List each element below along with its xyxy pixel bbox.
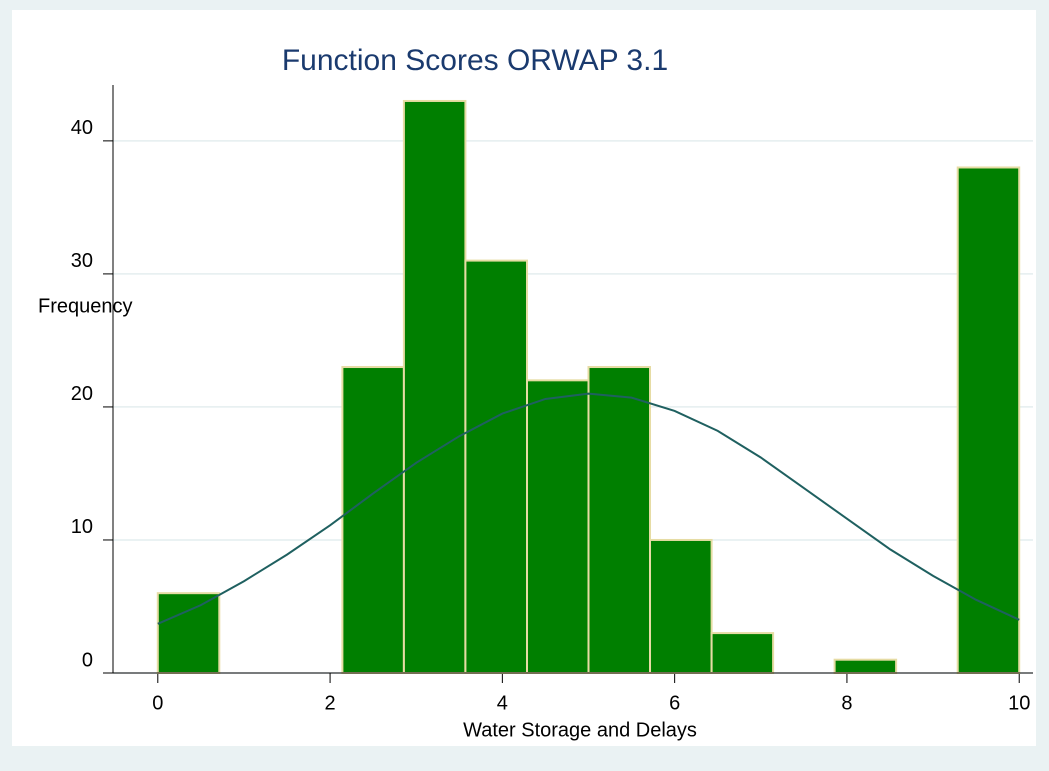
bar <box>464 259 528 674</box>
bar <box>710 632 775 675</box>
bar <box>402 99 467 674</box>
y-tick-label: 10 <box>71 516 93 538</box>
x-tick-label: 0 <box>152 692 163 714</box>
chart-title: Function Scores ORWAP 3.1 <box>282 44 668 77</box>
x-tick-label: 4 <box>497 692 508 714</box>
x-tick-label: 6 <box>669 692 680 714</box>
y-tick-label: 30 <box>71 250 93 272</box>
bar <box>341 366 405 674</box>
bar <box>956 166 1021 674</box>
y-tick-label: 40 <box>71 117 93 139</box>
density-curve <box>157 392 1020 625</box>
x-tick-label: 8 <box>841 692 852 714</box>
y-axis-label: Frequency <box>38 295 133 317</box>
bar <box>526 379 590 674</box>
bar <box>587 366 652 674</box>
x-tick-label: 2 <box>325 692 336 714</box>
y-tick-label: 0 <box>82 649 93 671</box>
bar <box>156 592 221 674</box>
bar <box>649 538 713 674</box>
y-tick-label: 20 <box>71 383 93 405</box>
x-axis-label: Water Storage and Delays <box>463 719 697 741</box>
x-tick-label: 10 <box>1008 692 1030 714</box>
bar <box>833 658 898 675</box>
